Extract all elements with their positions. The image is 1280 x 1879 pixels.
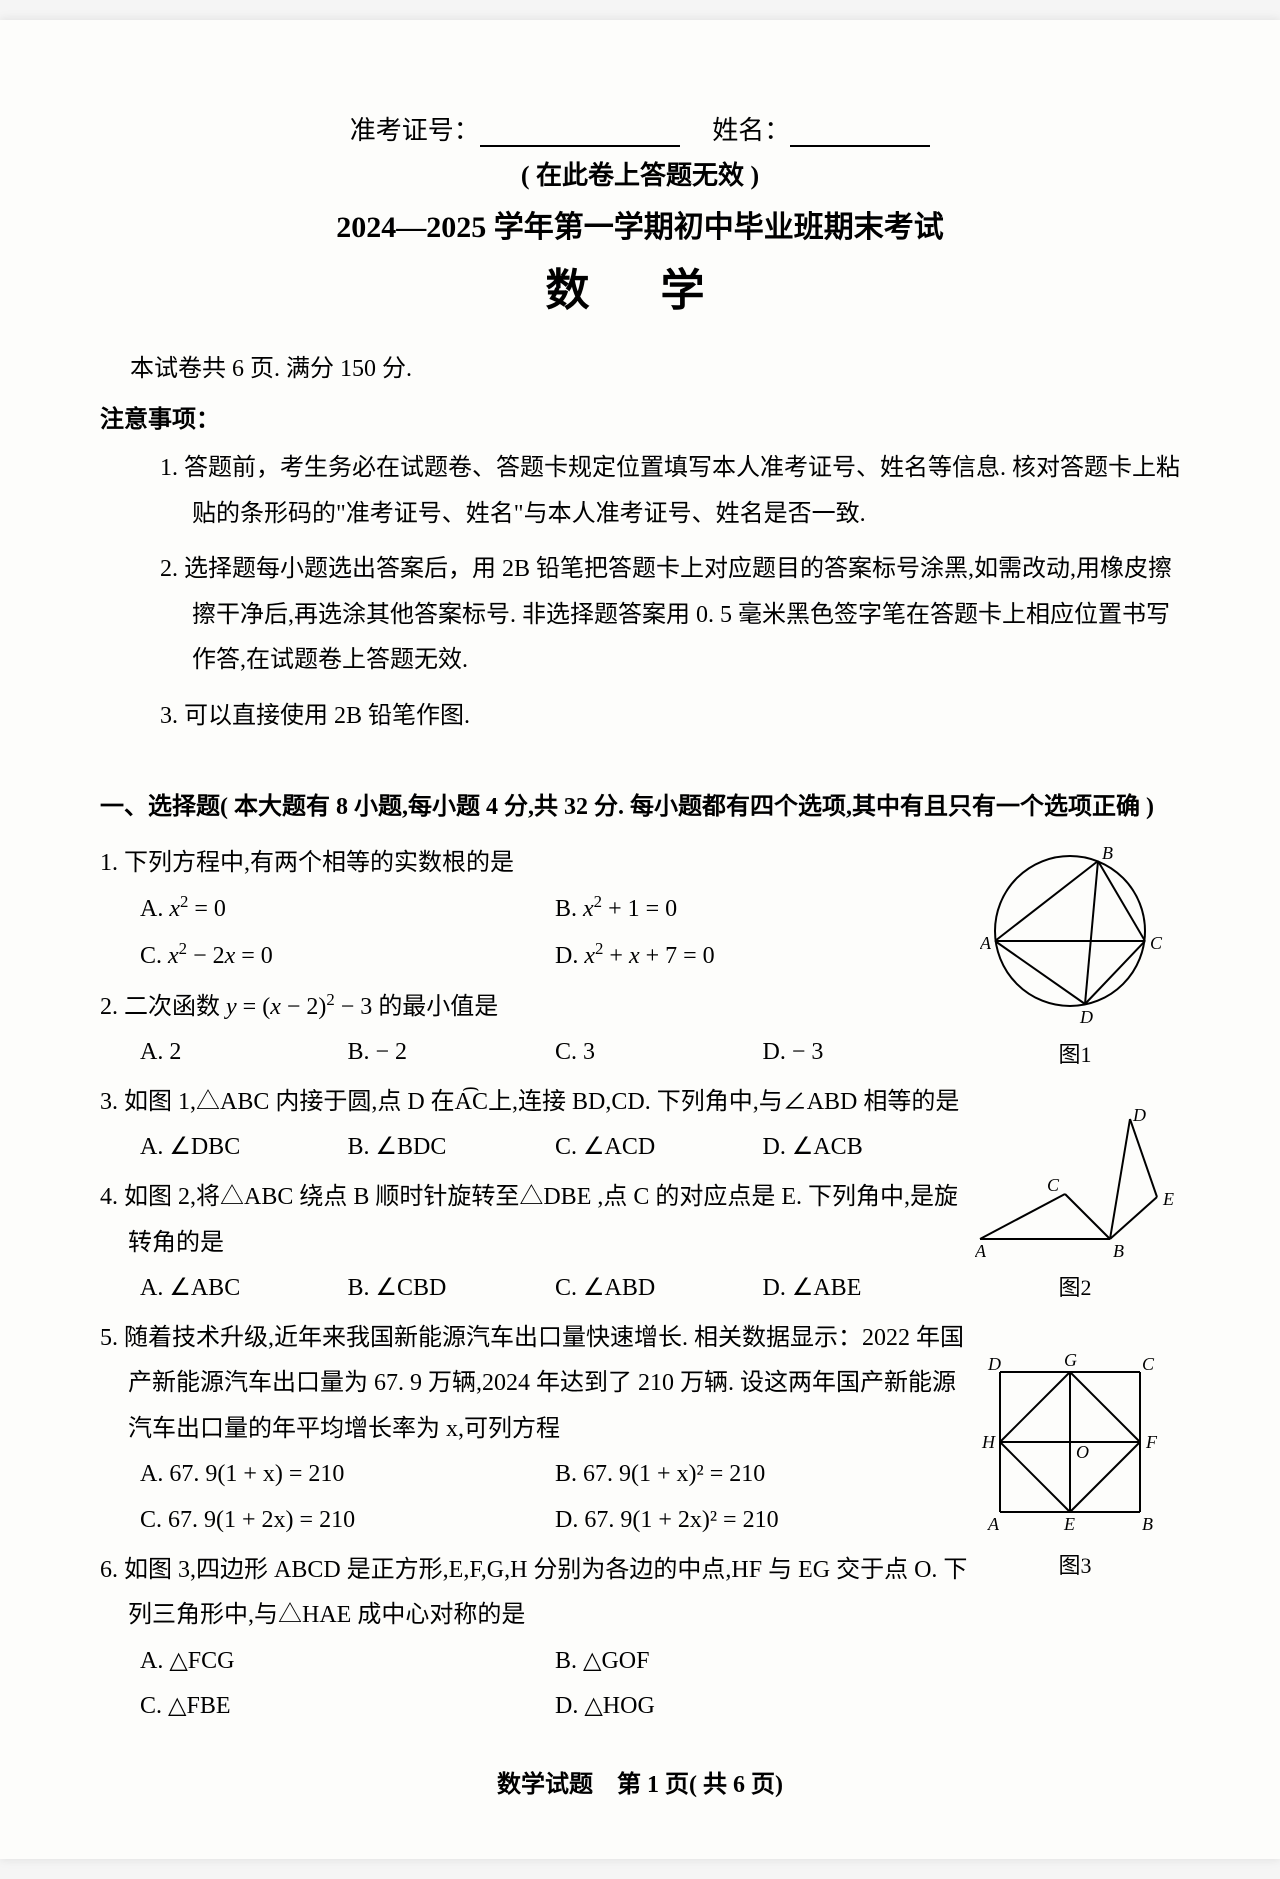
q6-choice-a: A. △FCG [140, 1639, 555, 1685]
instructions-label: 注意事项： [100, 399, 1180, 434]
question-2: 2. 二次函数 y = (x − 2)2 − 3 的最小值是 A. 2 B. −… [100, 984, 970, 1076]
q5-choice-b: B. 67. 9(1 + x)² = 210 [555, 1452, 970, 1498]
q4-choice-a: A. ∠ABC [140, 1266, 348, 1312]
q1-choice-c: C. x2 − 2x = 0 [140, 933, 555, 980]
q2-choice-d: D. − 3 [763, 1030, 971, 1076]
svg-text:B: B [1113, 1241, 1124, 1261]
name-blank[interactable] [790, 116, 930, 147]
figure-2-caption: 图2 [1058, 1270, 1091, 1302]
q4-text: 4. 如图 2,将△ABC 绕点 B 顺时针旋转至△DBE ,点 C 的对应点是… [100, 1175, 970, 1266]
question-6: 6. 如图 3,四边形 ABCD 是正方形,E,F,G,H 分别为各边的中点,H… [100, 1548, 970, 1730]
q6-choice-b: B. △GOF [555, 1639, 970, 1685]
q1-choice-a: A. x2 = 0 [140, 886, 555, 933]
figure-2-svg: A B C D E [975, 1109, 1175, 1264]
q4-choice-b: B. ∠CBD [348, 1266, 556, 1312]
svg-text:C: C [1142, 1354, 1155, 1374]
svg-text:E: E [1063, 1514, 1075, 1534]
svg-text:H: H [981, 1432, 996, 1452]
q1-choices: A. x2 = 0 B. x2 + 1 = 0 C. x2 − 2x = 0 D… [100, 886, 970, 979]
question-3: 3. 如图 1,△ABC 内接于圆,点 D 在A͡C上,连接 BD,CD. 下列… [100, 1080, 970, 1171]
instruction-2: 2. 选择题每小题选出答案后，用 2B 铅笔把答题卡上对应题目的答案标号涂黑,如… [160, 547, 1180, 684]
q2-suffix: 的最小值是 [372, 994, 498, 1020]
q3-choice-a: A. ∠DBC [140, 1125, 348, 1171]
q2-choice-c: C. 3 [555, 1030, 763, 1076]
page-footer: 数学试题 第 1 页( 共 6 页) [100, 1764, 1180, 1799]
svg-text:E: E [1162, 1189, 1174, 1209]
section-i-header: 一、选择题( 本大题有 8 小题,每小题 4 分,共 32 分. 每小题都有四个… [100, 786, 1180, 829]
q3-text: 3. 如图 1,△ABC 内接于圆,点 D 在A͡C上,连接 BD,CD. 下列… [100, 1080, 970, 1126]
q3-choice-b: B. ∠BDC [348, 1125, 556, 1171]
svg-text:F: F [1145, 1432, 1158, 1452]
svg-text:O: O [1076, 1442, 1089, 1462]
q2-prefix: 2. 二次函数 [100, 994, 226, 1020]
q2-choice-b: B. − 2 [348, 1030, 556, 1076]
q3-choices: A. ∠DBC B. ∠BDC C. ∠ACD D. ∠ACB [100, 1125, 970, 1171]
q4-choice-d: D. ∠ABE [763, 1266, 971, 1312]
q5-choice-c: C. 67. 9(1 + 2x) = 210 [140, 1498, 555, 1544]
exam-page: 准考证号： 姓名： ( 在此卷上答题无效 ) 2024—2025 学年第一学期初… [0, 20, 1280, 1859]
q5-choice-a: A. 67. 9(1 + x) = 210 [140, 1452, 555, 1498]
q3-choice-d: D. ∠ACB [763, 1125, 971, 1171]
q2-choice-a: A. 2 [140, 1030, 348, 1076]
name-label: 姓名： [712, 116, 790, 145]
header-id-row: 准考证号： 姓名： [100, 110, 1180, 147]
main-title: 2024—2025 学年第一学期初中毕业班期末考试 [100, 202, 1180, 246]
q6-choice-d: D. △HOG [555, 1684, 970, 1730]
instruction-3: 3. 可以直接使用 2B 铅笔作图. [160, 694, 1180, 740]
q1-choice-d: D. x2 + x + 7 = 0 [555, 933, 970, 980]
q5-choice-d: D. 67. 9(1 + 2x)² = 210 [555, 1498, 970, 1544]
q4-choice-c: C. ∠ABD [555, 1266, 763, 1312]
subject-title: 数 学 [100, 254, 1180, 318]
q1-choice-b: B. x2 + 1 = 0 [555, 886, 970, 933]
q6-text: 6. 如图 3,四边形 ABCD 是正方形,E,F,G,H 分别为各边的中点,H… [100, 1548, 970, 1639]
svg-text:G: G [1064, 1352, 1077, 1370]
figure-3-block: A B C D E F G H O 图3 [980, 1352, 1170, 1600]
figure-1-svg: A B C D [980, 841, 1170, 1031]
figure-1-block: A B C D 图1 [980, 841, 1170, 1089]
svg-text:C: C [1150, 933, 1163, 953]
q5-choices: A. 67. 9(1 + x) = 210 B. 67. 9(1 + x)² =… [100, 1452, 970, 1543]
q3-choice-c: C. ∠ACD [555, 1125, 763, 1171]
figure-3-svg: A B C D E F G H O [980, 1352, 1170, 1542]
q2-choices: A. 2 B. − 2 C. 3 D. − 3 [100, 1030, 970, 1076]
exam-id-label: 准考证号： [350, 116, 480, 145]
q6-choices: A. △FCG B. △GOF C. △FBE D. △HOG [100, 1639, 970, 1730]
svg-text:B: B [1142, 1514, 1153, 1534]
figures-column: A B C D 图1 A B C D E 图2 A B C D E F G H O 图3 [970, 841, 1180, 1610]
content-block: 1. 下列方程中,有两个相等的实数根的是 A. x2 = 0 B. x2 + 1… [100, 841, 1180, 1734]
svg-text:C: C [1047, 1175, 1060, 1195]
question-4: 4. 如图 2,将△ABC 绕点 B 顺时针旋转至△DBE ,点 C 的对应点是… [100, 1175, 970, 1312]
svg-text:D: D [1132, 1109, 1146, 1125]
q5-text: 5. 随着技术升级,近年来我国新能源汽车出口量快速增长. 相关数据显示：2022… [100, 1316, 970, 1453]
instruction-1: 1. 答题前，考生务必在试题卷、答题卡规定位置填写本人准考证号、姓名等信息. 核… [160, 446, 1180, 537]
figure-1-caption: 图1 [1058, 1037, 1091, 1069]
question-5: 5. 随着技术升级,近年来我国新能源汽车出口量快速增长. 相关数据显示：2022… [100, 1316, 970, 1544]
svg-text:B: B [1102, 843, 1113, 863]
paper-note: ( 在此卷上答题无效 ) [100, 155, 1180, 192]
q1-text: 1. 下列方程中,有两个相等的实数根的是 [100, 841, 970, 887]
questions-column: 1. 下列方程中,有两个相等的实数根的是 A. x2 = 0 B. x2 + 1… [100, 841, 970, 1734]
svg-text:A: A [975, 1241, 987, 1261]
q2-text: 2. 二次函数 y = (x − 2)2 − 3 的最小值是 [100, 984, 970, 1031]
q6-choice-c: C. △FBE [140, 1684, 555, 1730]
svg-text:A: A [987, 1514, 1000, 1534]
question-1: 1. 下列方程中,有两个相等的实数根的是 A. x2 = 0 B. x2 + 1… [100, 841, 970, 980]
svg-text:D: D [1079, 1007, 1093, 1027]
figure-3-caption: 图3 [1058, 1548, 1091, 1580]
pages-info: 本试卷共 6 页. 满分 150 分. [130, 348, 1180, 383]
svg-text:A: A [980, 933, 992, 953]
exam-id-blank[interactable] [480, 116, 680, 147]
svg-text:D: D [987, 1354, 1001, 1374]
figure-2-block: A B C D E 图2 [975, 1109, 1175, 1322]
q4-choices: A. ∠ABC B. ∠CBD C. ∠ABD D. ∠ABE [100, 1266, 970, 1312]
